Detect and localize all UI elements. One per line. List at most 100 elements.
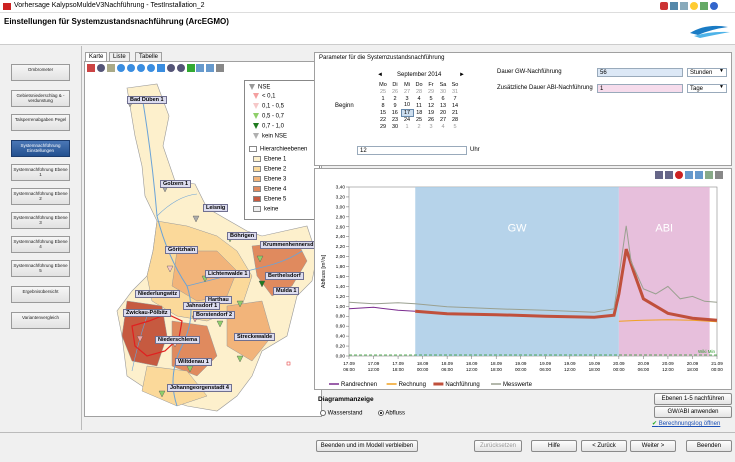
calendar-day[interactable]: 29: [427, 88, 435, 95]
map-label[interactable]: Bad Düben 1: [127, 96, 167, 104]
calendar-day[interactable]: 5: [429, 95, 433, 102]
gw-abi-anwenden-button[interactable]: GW/ABI anwenden: [654, 406, 732, 418]
forward2-icon[interactable]: [146, 64, 155, 72]
calendar-day[interactable]: 12: [427, 102, 435, 109]
calendar-day[interactable]: 20: [439, 109, 447, 116]
map-label[interactable]: Niederlungwitz: [135, 290, 181, 298]
calendar-day[interactable]: 1: [381, 95, 385, 102]
chart-settings-icon[interactable]: [694, 171, 703, 179]
tab-tabelle[interactable]: Tabelle: [135, 52, 163, 61]
map-label[interactable]: Leisnig: [203, 204, 229, 212]
layers-icon[interactable]: [196, 64, 205, 72]
map-label[interactable]: Borstendorf 2: [193, 311, 236, 319]
calendar-day[interactable]: 16: [391, 109, 398, 116]
nav-item[interactable]: Systemnachführung Ebene 1: [11, 164, 70, 181]
zoom-in-icon[interactable]: [166, 64, 175, 72]
export-chart-icon[interactable]: [704, 171, 713, 179]
radio-wasserstand[interactable]: Wasserstand: [320, 410, 362, 417]
calendar-day[interactable]: 9: [393, 102, 397, 109]
calendar-day[interactable]: 10: [403, 102, 411, 109]
chart-icon[interactable]: [699, 2, 708, 10]
calendar-day[interactable]: 31: [451, 88, 459, 95]
zoom-out-icon[interactable]: [176, 64, 185, 72]
map-label[interactable]: Streckewalde: [234, 333, 276, 341]
gw-input[interactable]: 56: [597, 68, 683, 77]
calendar-day[interactable]: 25: [415, 116, 423, 123]
berechnungslog-link[interactable]: ✔ Berechnungslog öffnen: [652, 421, 721, 427]
calendar-day[interactable]: 3: [405, 95, 409, 102]
print-icon[interactable]: [669, 2, 678, 10]
tab-liste[interactable]: Liste: [109, 52, 130, 61]
calendar-day[interactable]: 3: [429, 123, 433, 130]
nav-item[interactable]: Systemnachführung Ebene 5: [11, 260, 70, 277]
calendar-day[interactable]: 4: [441, 123, 445, 130]
map-label[interactable]: Böhrigen: [227, 232, 258, 240]
calendar-day[interactable]: 21: [451, 109, 459, 116]
map-label[interactable]: Golzern 1: [160, 180, 192, 188]
calendar-day[interactable]: 26: [427, 116, 435, 123]
calendar-day[interactable]: 26: [391, 88, 399, 95]
calendar-day[interactable]: 30: [391, 123, 399, 130]
nav-item[interactable]: Systemnachführung Ebene 4: [11, 236, 70, 253]
nav-item[interactable]: Variantenvergleich: [11, 312, 70, 329]
calendar-day[interactable]: 2: [393, 95, 397, 102]
abi-input[interactable]: 1: [597, 84, 683, 93]
map-label[interactable]: Lichtenwalde 1: [205, 270, 251, 278]
calendar-day[interactable]: 5: [453, 123, 457, 130]
map-label[interactable]: Wiltdenau 1: [175, 358, 212, 366]
map-canvas[interactable]: [87, 76, 319, 416]
calendar[interactable]: ◄ September 2014 ► Mo Di Mi Do Fr Sa So 25 26 27 2…: [375, 71, 467, 141]
calendar-day[interactable]: 18: [416, 109, 423, 116]
calendar-day[interactable]: 17: [400, 108, 414, 117]
map-label[interactable]: Zwickau-Pölbitz: [123, 309, 171, 317]
calendar-day[interactable]: 1: [405, 123, 409, 130]
calendar-day[interactable]: 29: [379, 123, 387, 130]
map-label[interactable]: Göritzhain: [165, 246, 199, 254]
calendar-day[interactable]: 24: [403, 116, 411, 123]
record-icon[interactable]: [674, 171, 683, 179]
calendar-day[interactable]: 30: [439, 88, 447, 95]
tab-karte[interactable]: Karte: [85, 52, 108, 61]
pan-icon[interactable]: [106, 64, 115, 72]
next-month-icon[interactable]: ►: [459, 72, 465, 78]
abi-unit-select[interactable]: Tage: [687, 84, 727, 93]
map-label[interactable]: Krummenhennersd: [260, 241, 317, 249]
nav-item[interactable]: Gebietsniederschlag & -verdunstung: [11, 90, 70, 107]
calendar-day[interactable]: 28: [415, 88, 423, 95]
zuruecksetzen-button[interactable]: Zurücksetzen: [474, 440, 522, 452]
export-map-icon[interactable]: [206, 64, 215, 72]
map-label[interactable]: Jahnsdorf 1: [183, 302, 221, 310]
calendar-day[interactable]: 7: [453, 95, 457, 102]
print-chart-icon[interactable]: [714, 171, 723, 179]
calendar-day[interactable]: 22: [379, 116, 387, 123]
back-button[interactable]: < Zurück: [581, 440, 627, 452]
beenden-modell-button[interactable]: Beenden und im Modell verbleiben: [316, 440, 418, 452]
export-icon[interactable]: [679, 2, 688, 10]
gw-unit-select[interactable]: Stunden: [687, 68, 727, 77]
calendar-day[interactable]: 15: [379, 109, 387, 116]
chevron-down-icon[interactable]: ▼: [719, 84, 724, 90]
nav-item[interactable]: Systemnachführung Ebene 3: [11, 212, 70, 229]
back-icon[interactable]: [116, 64, 125, 72]
calendar-day[interactable]: 23: [391, 116, 399, 123]
calendar-day[interactable]: 2: [417, 123, 421, 130]
calendar-day[interactable]: 4: [417, 95, 421, 102]
nav-item[interactable]: Systemnachführung Einstellungen: [11, 140, 70, 157]
calendar-day[interactable]: 14: [451, 102, 459, 109]
bulb-icon[interactable]: [689, 2, 698, 10]
calendar-day[interactable]: 8: [381, 102, 385, 109]
hour-input[interactable]: 12: [357, 146, 467, 155]
chevron-down-icon[interactable]: ▼: [719, 68, 724, 74]
radio-checked-icon[interactable]: [378, 410, 384, 416]
extent-icon[interactable]: [156, 64, 165, 72]
hydrograph-chart[interactable]: GW ABI 0,00 0,20 0,40 0,60 0,80 1,00 1,20 1,40 1,6…: [317, 183, 731, 389]
radio-icon[interactable]: [320, 410, 326, 416]
map-label[interactable]: Johanngeorgenstadt 4: [167, 384, 232, 392]
calendar-grid[interactable]: Mo Di Mi Do Fr Sa So 25 26 27 28 29 30 31 1 2 3 4 5 6 7 8 9 10 1…: [377, 81, 462, 130]
ebenen-nachfuehren-button[interactable]: Ebenen 1-5 nachführen: [654, 393, 732, 405]
table-icon[interactable]: [655, 171, 663, 179]
zoom-icon[interactable]: [96, 64, 105, 72]
calendar-day[interactable]: 6: [441, 95, 445, 102]
help-icon[interactable]: [709, 2, 718, 10]
add-icon[interactable]: [186, 64, 195, 72]
